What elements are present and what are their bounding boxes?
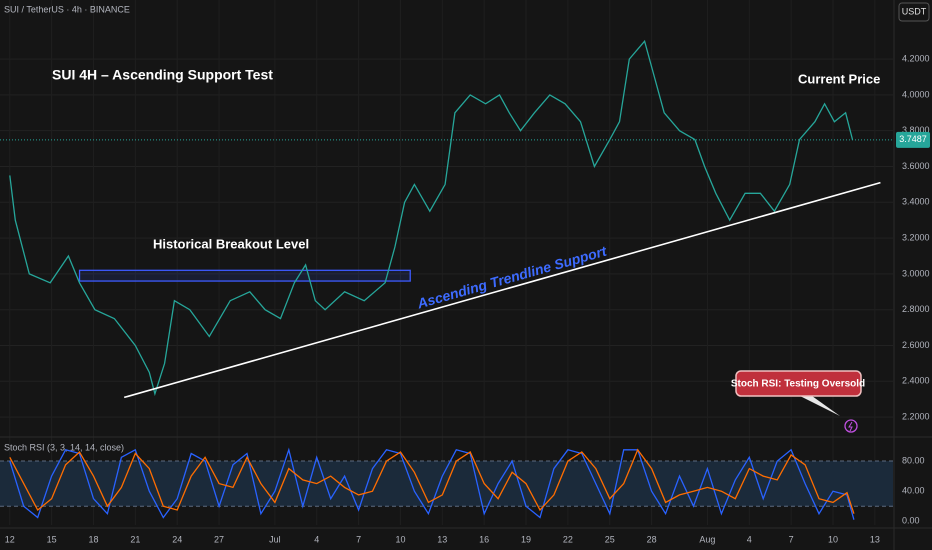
y-tick-label: 3.4000: [902, 197, 930, 207]
x-tick-label: 21: [130, 534, 140, 544]
chart-title: SUI 4H – Ascending Support Test: [52, 67, 273, 83]
x-tick-label: 13: [870, 534, 880, 544]
y-tick-label: 3.2000: [902, 232, 930, 242]
x-tick-label: 7: [356, 534, 361, 544]
y-tick-label: 2.6000: [902, 340, 930, 350]
currency-label[interactable]: USDT: [902, 6, 927, 16]
series-line: [9, 39, 854, 397]
y-tick-label: 3.6000: [902, 161, 930, 171]
x-tick-label: 10: [395, 534, 405, 544]
callout-pointer: [800, 396, 840, 416]
y-tick-label: 2.8000: [902, 304, 930, 314]
x-tick-label: 4: [314, 534, 319, 544]
y-tick-label: 3.8000: [902, 125, 930, 135]
x-tick-label: 15: [47, 534, 57, 544]
trendline: [123, 181, 881, 399]
y-tick-label: 3.0000: [902, 268, 930, 278]
annotation: Current Price: [798, 71, 880, 86]
x-tick-label: 27: [214, 534, 224, 544]
y-tick-label: 2.4000: [902, 376, 930, 386]
y-tick-label: 80.00: [902, 455, 925, 465]
y-tick-label: 40.00: [902, 486, 925, 496]
x-tick-label: 24: [172, 534, 182, 544]
breakout-zone: [78, 269, 411, 282]
x-tick-label: 28: [647, 534, 657, 544]
x-tick-label: 25: [605, 534, 615, 544]
callout-box: [735, 370, 862, 397]
callout-text: Stoch RSI: Testing Oversold: [731, 379, 865, 390]
x-tick-label: 22: [563, 534, 573, 544]
alert-icon[interactable]: [844, 419, 858, 433]
alert-icon-bolt: [848, 421, 853, 432]
x-tick-label: Aug: [699, 534, 715, 544]
x-tick-label: 10: [828, 534, 838, 544]
x-tick-label: 4: [747, 534, 752, 544]
last-price-label: 3.7487: [899, 134, 927, 144]
series-line: [9, 448, 855, 514]
x-tick-label: 12: [5, 534, 15, 544]
last-price-tag: [896, 131, 930, 148]
symbol-title: SUI / TetherUS · 4h · BINANCE: [4, 4, 130, 14]
annotation: Historical Breakout Level: [153, 236, 309, 251]
x-tick-label: Jul: [269, 534, 281, 544]
x-tick-label: 18: [88, 534, 98, 544]
x-tick-label: 13: [437, 534, 447, 544]
y-tick-label: 2.2000: [902, 411, 930, 421]
x-tick-label: 16: [479, 534, 489, 544]
indicator-title: Stoch RSI (3, 3, 14, 14, close): [4, 442, 124, 452]
x-tick-label: 7: [789, 534, 794, 544]
x-tick-label: 19: [521, 534, 531, 544]
y-tick-label: 0.00: [902, 516, 920, 526]
y-tick-label: 4.2000: [902, 53, 930, 63]
series-line: [9, 447, 855, 520]
currency-button[interactable]: [898, 2, 930, 22]
y-tick-label: 4.0000: [902, 89, 930, 99]
